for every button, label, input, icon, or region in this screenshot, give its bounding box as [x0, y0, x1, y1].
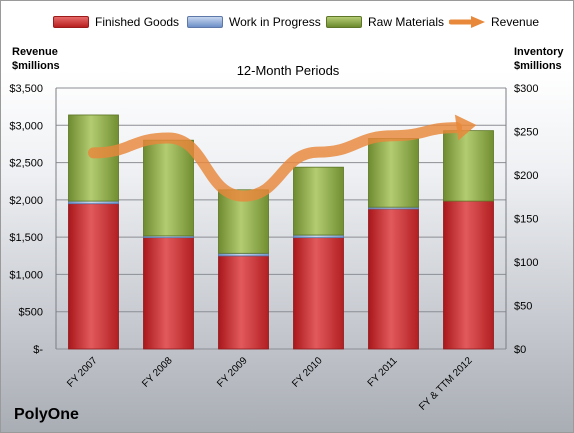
left-tick-label: $500 — [19, 307, 43, 319]
bar-raw-materials — [368, 138, 419, 208]
category-label: FY 2008 — [140, 355, 175, 390]
category-label: FY 2009 — [215, 355, 250, 390]
legend-item-finished-goods: Finished Goods — [53, 15, 179, 29]
left-tick-label: $1,000 — [9, 269, 43, 281]
right-tick-label: $300 — [514, 83, 538, 95]
left-tick-label: $2,000 — [9, 195, 43, 207]
bar-raw-materials — [293, 166, 344, 236]
company-name: PolyOne — [14, 406, 79, 423]
legend-item-raw-materials: Raw Materials — [326, 15, 444, 29]
category-label: FY & TTM 2012 — [417, 355, 475, 413]
left-tick-label: $3,000 — [9, 120, 43, 132]
legend-label-raw-materials: Raw Materials — [368, 15, 445, 29]
bar-finished-goods — [68, 203, 119, 350]
left-tick-label: $3,500 — [9, 83, 43, 95]
right-axis-title-line2: $millions — [514, 60, 562, 72]
bar-raw-materials — [143, 139, 194, 237]
right-tick-label: $250 — [514, 127, 538, 139]
bar-finished-goods — [368, 208, 419, 350]
category-label: FY 2010 — [290, 355, 325, 390]
legend-item-work-in-progress: Work in Progress — [187, 15, 321, 29]
left-axis-title: Revenue $millions — [12, 45, 60, 73]
right-tick-label: $100 — [514, 257, 538, 269]
left-axis-title-line2: $millions — [12, 60, 60, 72]
legend-swatch-finished-goods — [53, 16, 89, 28]
legend-swatch-work-in-progress — [187, 16, 223, 28]
legend-swatch-raw-materials — [326, 16, 362, 28]
left-tick-label: $2,500 — [9, 158, 43, 170]
category-label: FY 2011 — [366, 355, 400, 389]
right-tick-label: $150 — [514, 214, 538, 226]
right-axis-title: Inventory $millions — [514, 45, 564, 73]
legend-arrow-revenue — [449, 16, 485, 28]
left-tick-label: $1,500 — [9, 232, 43, 244]
right-tick-label: $50 — [514, 301, 532, 313]
chart-title: 12-Month Periods — [236, 63, 340, 78]
category-label: FY 2007 — [65, 355, 100, 390]
revenue-arrowhead — [454, 114, 477, 141]
right-tick-label: $200 — [514, 170, 538, 182]
left-axis-title-line1: Revenue — [12, 46, 58, 58]
legend: Finished Goods Work in Progress Raw Mate… — [1, 15, 573, 35]
right-axis-title-line1: Inventory — [514, 46, 564, 58]
left-tick-label: $- — [33, 344, 43, 356]
revenue-line — [88, 122, 463, 202]
bar-finished-goods — [143, 237, 194, 350]
legend-label-finished-goods: Finished Goods — [95, 15, 180, 29]
right-tick-label: $0 — [514, 344, 526, 356]
bar-raw-materials — [443, 130, 494, 202]
legend-item-revenue: Revenue — [449, 15, 539, 29]
bar-finished-goods — [293, 237, 344, 350]
legend-label-revenue: Revenue — [491, 15, 540, 29]
bar-finished-goods — [443, 200, 494, 350]
bar-finished-goods — [218, 255, 269, 350]
legend-label-work-in-progress: Work in Progress — [229, 15, 321, 29]
